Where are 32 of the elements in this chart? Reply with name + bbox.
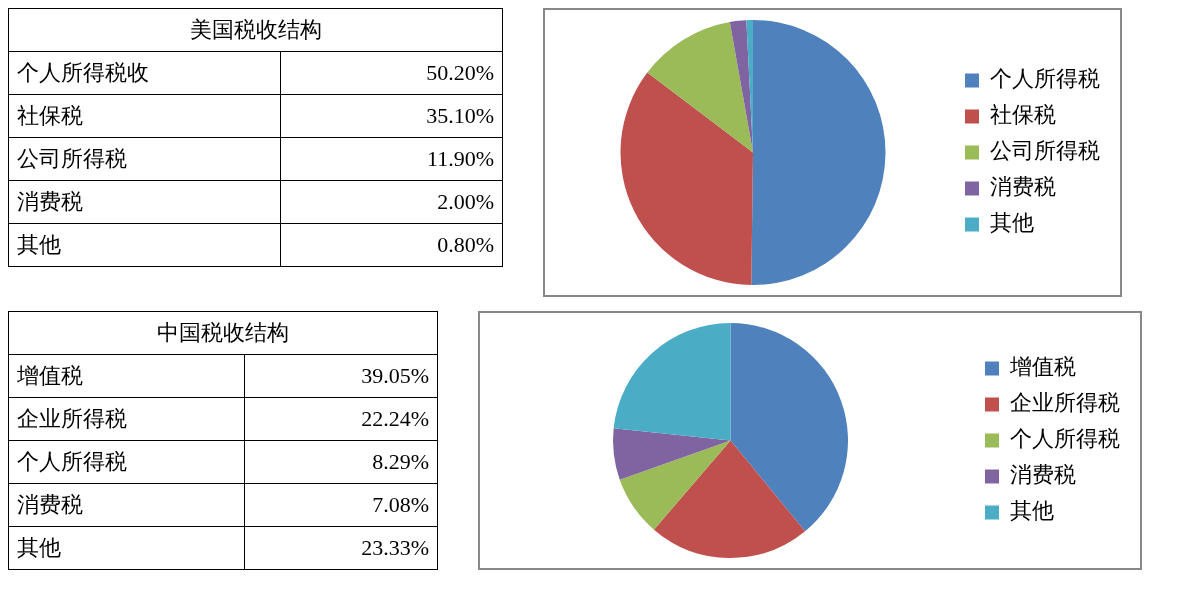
legend-label: 社保税 xyxy=(990,102,1056,128)
text: 增值税 xyxy=(8,354,245,398)
legend-label: 消费税 xyxy=(1010,462,1076,488)
text: 8.29% xyxy=(244,440,438,484)
text: 7.08% xyxy=(244,483,438,527)
text: 企业所得税 xyxy=(8,397,245,441)
text: 公司所得税 xyxy=(8,137,281,181)
legend-label: 其他 xyxy=(1010,498,1054,524)
text: 消费税 xyxy=(8,483,245,527)
text: 消费税 xyxy=(8,180,281,224)
text: 个人所得税收 xyxy=(8,51,281,95)
text: 其他 xyxy=(8,223,281,267)
text: 22.24% xyxy=(244,397,438,441)
legend-label: 其他 xyxy=(990,210,1034,236)
text: 0.80% xyxy=(280,223,503,267)
legend-label: 增值税 xyxy=(1009,354,1076,380)
text: 其他 xyxy=(8,526,245,570)
text: 2.00% xyxy=(280,180,503,224)
text: 美国税收结构 xyxy=(8,8,503,52)
text: 39.05% xyxy=(244,354,438,398)
text: 50.20% xyxy=(280,51,503,95)
text: 35.10% xyxy=(280,94,503,138)
text: 中国税收结构 xyxy=(8,311,438,355)
legend-label: 企业所得税 xyxy=(1010,390,1120,416)
legend-label: 公司所得税 xyxy=(990,138,1100,164)
text: 个人所得税 xyxy=(8,440,245,484)
legend-label: 个人所得税 xyxy=(1010,426,1120,452)
legend-label: 个人所得税 xyxy=(990,66,1100,92)
text: 社保税 xyxy=(8,94,281,138)
text: 11.90% xyxy=(280,137,503,181)
legend-label: 消费税 xyxy=(990,174,1056,200)
text: 23.33% xyxy=(244,526,438,570)
